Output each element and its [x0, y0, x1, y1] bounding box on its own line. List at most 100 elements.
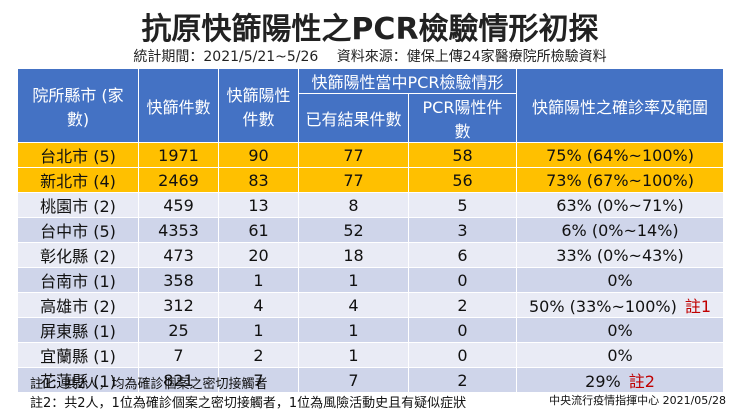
table-cell: 473 [138, 242, 219, 268]
cell-text: 75% (64%~100%) [546, 145, 694, 165]
cell-text: 7 [253, 370, 264, 390]
note: 註1：共2人，均為確診個案之密切接觸者 [30, 377, 268, 392]
cell-text: 台北市 (5) [40, 147, 116, 166]
cell-text: 花蓮縣 (1) [40, 372, 116, 391]
cell-text: 桃園市 (2) [40, 197, 116, 216]
table-cell: 7 [218, 367, 299, 393]
table-cell: 52 [298, 217, 409, 243]
cell-text: 3 [457, 220, 468, 240]
table-cell: 台南市 (1) [17, 267, 139, 293]
cell-text: 台南市 (1) [40, 272, 116, 291]
cell-text: 高雄市 (2) [40, 297, 116, 316]
cell-text: 83 [248, 170, 269, 190]
cell-text: 0% [607, 320, 633, 340]
table-cell: 3 [407, 217, 518, 243]
table-cell: 61 [218, 217, 299, 243]
cell-text: 0% [607, 345, 633, 365]
table-cell: 13 [218, 192, 299, 218]
table-cell: 0% [516, 267, 725, 293]
table-cell: 75% (64%~100%) [516, 142, 725, 168]
cell-text: 1 [253, 270, 264, 290]
table-cell: 312 [138, 292, 219, 318]
table-row: 宜蘭縣 (1) 7 2 1 0 0% [17, 342, 725, 368]
table-cell: 2469 [138, 167, 219, 193]
table-cell: 6% (0%~14%) [516, 217, 725, 243]
note-mark: 註2 [628, 372, 655, 391]
cell-text: 1971 [158, 145, 199, 165]
cell-text: 4 [253, 295, 264, 315]
table-cell: 77 [298, 142, 409, 168]
table-cell: 7 [138, 342, 219, 368]
cell-text: 25 [168, 320, 189, 340]
table-cell: 4353 [138, 217, 219, 243]
table-cell: 1 [298, 342, 409, 368]
cell-text: 0 [457, 345, 468, 365]
footer: 中央流行疫情指揮中心 2021/05/28 [549, 394, 726, 407]
cell-text: 90 [248, 145, 269, 165]
cell-text: 20 [248, 245, 269, 265]
table-cell: 0 [407, 317, 518, 343]
cell-text: 50% (33%~100%) [529, 297, 677, 316]
table-row: 屏東縣 (1) 25 1 1 0 0% [17, 317, 725, 343]
table-cell: 8 [298, 192, 409, 218]
cell-text: 821 [163, 370, 194, 390]
cell-text: 1 [253, 320, 264, 340]
cell-text: 屏東縣 (1) [40, 322, 116, 341]
table-row: 彰化縣 (2) 473 20 18 6 33% (0%~43%) [17, 242, 725, 268]
table-cell: 宜蘭縣 (1) [17, 342, 139, 368]
column-header: 院所縣市 (家數) [17, 68, 139, 143]
table-cell: 90 [218, 142, 299, 168]
table-cell: 1 [298, 267, 409, 293]
table-cell: 0% [516, 342, 725, 368]
table-cell: 2 [407, 292, 518, 318]
cell-text: 5 [457, 195, 468, 215]
cell-text: 77 [343, 145, 364, 165]
table-cell: 花蓮縣 (1) [17, 367, 139, 393]
table-cell: 高雄市 (2) [17, 292, 139, 318]
table-cell: 2 [218, 342, 299, 368]
cell-text: 358 [163, 270, 194, 290]
subcolumn-header: PCR陽性件數 [407, 93, 518, 143]
table-row: 台南市 (1) 358 1 1 0 0% [17, 267, 725, 293]
table-row: 新北市 (4) 2469 83 77 56 73% (67%~100%) [17, 167, 725, 193]
cell-text: 312 [163, 295, 194, 315]
table-cell: 台中市 (5) [17, 217, 139, 243]
cell-text: 6% (0%~14%) [561, 220, 679, 240]
cell-text: 4353 [158, 220, 199, 240]
table-cell: 63% (0%~71%) [516, 192, 725, 218]
table-cell: 屏東縣 (1) [17, 317, 139, 343]
subcolumn-header: 已有結果件數 [298, 93, 409, 143]
cell-text: 18 [343, 245, 364, 265]
table-row: 高雄市 (2) 312 4 4 2 50% (33%~100%) 註1 [17, 292, 725, 318]
cell-text: 台中市 (5) [40, 222, 116, 241]
table-cell: 台北市 (5) [17, 142, 139, 168]
cell-text: 2469 [158, 170, 199, 190]
table-cell: 1971 [138, 142, 219, 168]
table-cell: 桃園市 (2) [17, 192, 139, 218]
table-row: 台北市 (5) 1971 90 77 58 75% (64%~100%) [17, 142, 725, 168]
table-cell: 83 [218, 167, 299, 193]
table-cell: 33% (0%~43%) [516, 242, 725, 268]
column-header: 快篩陽性當中PCR檢驗情形 [297, 68, 518, 94]
cell-text: 7 [348, 370, 359, 390]
table-cell: 29% 註2 [516, 367, 725, 393]
cell-text: 13 [248, 195, 269, 215]
note: 註2：共2人，1位為確診個案之密切接觸者，1位為風險活動史且有疑似症狀 [30, 396, 467, 411]
table-cell: 1 [218, 317, 299, 343]
cell-text: 77 [343, 170, 364, 190]
cell-text: 1 [348, 320, 359, 340]
table-cell: 4 [218, 292, 299, 318]
cell-text: 1 [348, 345, 359, 365]
cell-text: 0% [607, 270, 633, 290]
cell-text: 新北市 (4) [40, 172, 116, 191]
cell-text: 1 [348, 270, 359, 290]
cell-text: 52 [343, 220, 364, 240]
cell-text: 7 [173, 345, 184, 365]
table-cell: 358 [138, 267, 219, 293]
cell-text: 0 [457, 270, 468, 290]
cell-text: 2 [457, 370, 468, 390]
table-cell: 20 [218, 242, 299, 268]
column-header: 快篩件數 [138, 68, 219, 143]
table-cell: 0% [516, 317, 725, 343]
